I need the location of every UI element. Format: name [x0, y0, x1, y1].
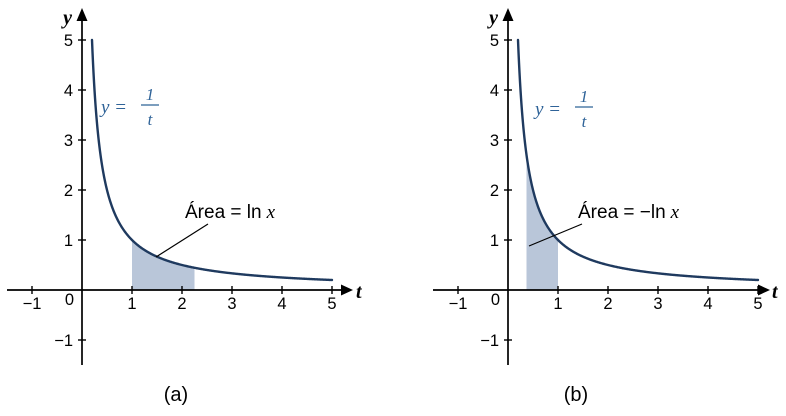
x-tick-label: 3: [653, 295, 662, 313]
function-label: y = 1 t: [99, 85, 159, 129]
ticks: −1 1 2 3 4 5 −1 1 2 3 4 5 0: [449, 32, 763, 350]
y-axis-arrowhead-icon: [76, 8, 88, 21]
annotation-pointer-line: [528, 223, 583, 247]
caption-b: (b): [563, 384, 589, 406]
annotation-prefix: Área = −ln: [578, 202, 666, 223]
x-tick-label: 5: [753, 295, 762, 313]
x-tick-label: −1: [449, 295, 468, 313]
x-axis-label: t: [356, 281, 363, 303]
x-tick-label: 1: [553, 295, 562, 313]
y-tick-label: −1: [54, 332, 73, 350]
function-label: y = 1 t: [533, 87, 593, 131]
y-tick-label: 4: [64, 82, 73, 100]
y-axis-arrowhead-icon: [502, 8, 514, 21]
origin-label: 0: [491, 291, 500, 309]
x-axis-label: t: [772, 281, 779, 303]
y-tick-label: 1: [490, 232, 499, 250]
x-axis-arrowhead-icon: [341, 284, 353, 296]
x-tick-label: 2: [177, 295, 186, 313]
y-tick-label: 1: [64, 232, 73, 250]
function-curve: [90, 38, 334, 282]
x-axis-arrowhead-icon: [758, 284, 770, 296]
y-tick-label: 2: [490, 182, 499, 200]
y-tick-label: 3: [490, 132, 499, 150]
axes-a: [7, 8, 353, 365]
x-tick-label: 4: [703, 295, 712, 313]
function-label-denominator: t: [582, 112, 588, 131]
y-axis-label: y: [61, 7, 72, 29]
y-tick-label: 2: [64, 182, 73, 200]
function-label-numerator: 1: [580, 87, 589, 106]
y-tick-label: 3: [64, 132, 73, 150]
x-tick-label: 3: [227, 295, 236, 313]
annotation-prefix: Área = ln: [185, 202, 262, 223]
area-annotation: Área = ln x: [185, 202, 276, 223]
x-tick-label: 4: [277, 295, 286, 313]
x-tick-label: −1: [23, 295, 42, 313]
annotation-variable: x: [266, 202, 276, 223]
function-label-denominator: t: [148, 110, 154, 129]
origin-label: 0: [65, 291, 74, 309]
y-tick-label: −1: [480, 332, 499, 350]
y-tick-label: 5: [490, 32, 499, 50]
function-label-lhs: y =: [99, 97, 127, 118]
function-label-lhs: y =: [533, 99, 561, 120]
y-tick-label: 5: [64, 32, 73, 50]
annotation-variable: x: [670, 202, 680, 223]
x-tick-label: 5: [327, 295, 336, 313]
y-axis-label: y: [487, 7, 498, 29]
ticks: −1 1 2 3 4 5 −1 1 2 3 4 5 0: [23, 32, 337, 350]
plot-a: −1 1 2 3 4 5 −1 1 2 3 4 5 0 y t y = 1 t Área = ln x: [7, 7, 363, 365]
plot-b: −1 1 2 3 4 5 −1 1 2 3 4 5 0 y t y = 1 t Área = −ln x: [433, 7, 779, 365]
area-annotation: Área = −ln x: [578, 202, 680, 223]
y-tick-label: 4: [490, 82, 499, 100]
panel-b: −1 1 2 3 4 5 −1 1 2 3 4 5 0 y t y = 1 t Área = −ln x …: [400, 0, 786, 416]
axes-b: [433, 8, 770, 365]
function-label-numerator: 1: [146, 85, 155, 104]
x-tick-label: 1: [127, 295, 136, 313]
function-curve: [516, 38, 760, 282]
annotation-pointer-line: [155, 223, 209, 258]
caption-a: (a): [163, 384, 189, 406]
x-tick-label: 2: [603, 295, 612, 313]
panel-a: −1 1 2 3 4 5 −1 1 2 3 4 5 0 y t y = 1 t Área = ln x (…: [7, 7, 363, 406]
shaded-region: [526, 154, 558, 290]
